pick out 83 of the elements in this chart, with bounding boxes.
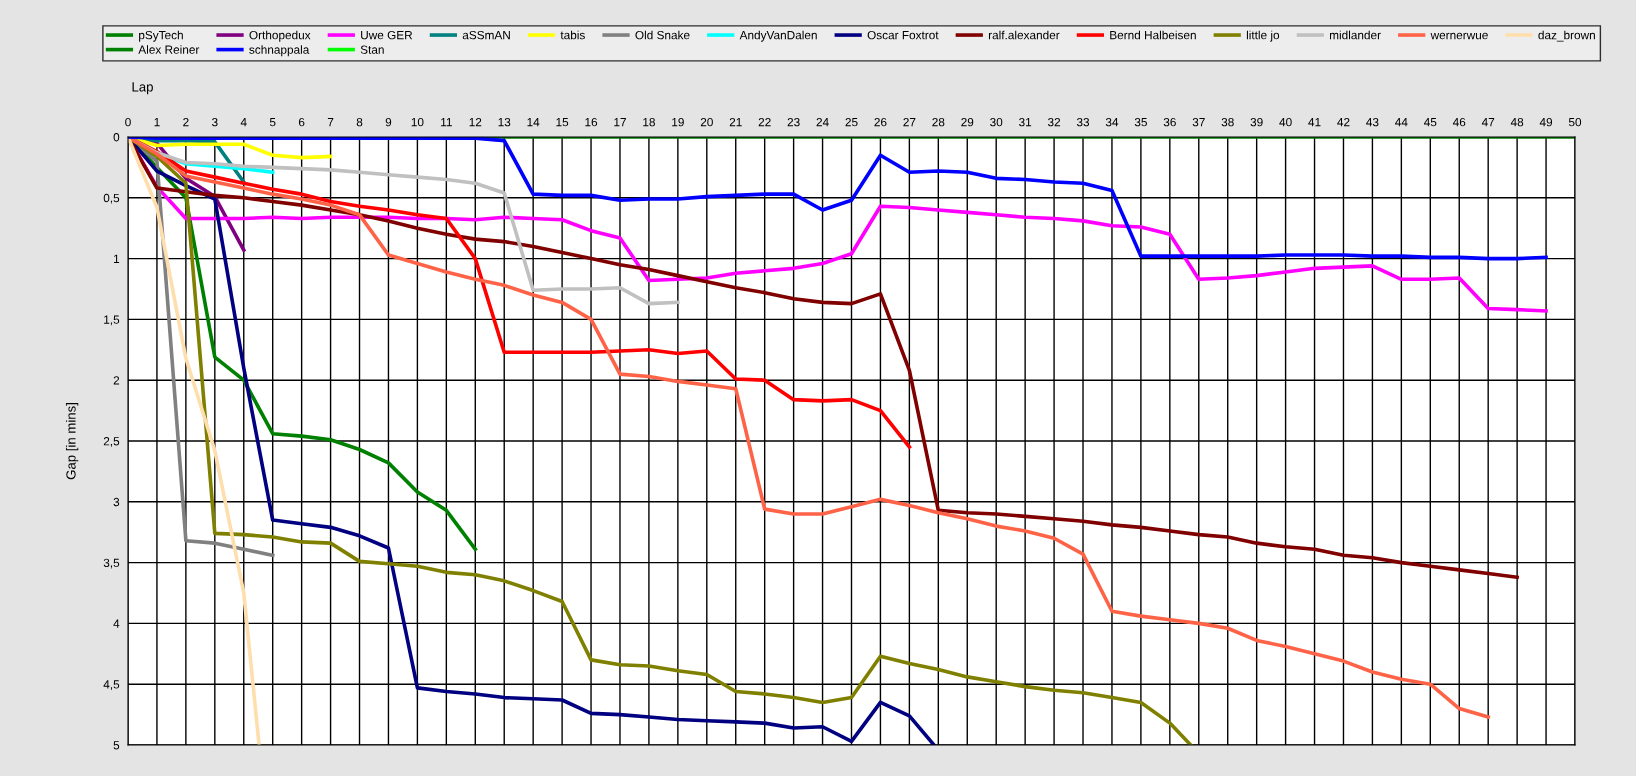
legend-label: tabis <box>560 30 585 40</box>
x-tick-label: 42 <box>1337 117 1350 127</box>
y-tick-label: 1 <box>114 254 120 263</box>
x-tick-label: 31 <box>1019 117 1032 127</box>
x-tick-label: 44 <box>1395 118 1408 127</box>
x-tick-label: 8 <box>356 117 363 127</box>
legend-label: AndyVanDalen <box>739 30 817 42</box>
y-tick-label: 4 <box>113 619 120 628</box>
legend-label: Bernd Halbeisen <box>1110 30 1196 40</box>
x-tick-label: 43 <box>1366 117 1379 127</box>
y-tick-label: 4,5 <box>103 680 120 690</box>
x-tick-label: 17 <box>614 118 626 127</box>
x-tick-label: 32 <box>1047 117 1061 127</box>
x-tick-label: 30 <box>990 117 1003 127</box>
x-tick-label: 23 <box>787 117 800 127</box>
x-tick-label: 6 <box>298 117 305 127</box>
x-tick-label: 27 <box>903 117 916 127</box>
x-tick-label: 1 <box>154 118 160 127</box>
x-tick-label: 10 <box>411 117 424 127</box>
x-tick-label: 29 <box>961 117 974 127</box>
x-tick-label: 35 <box>1134 117 1147 127</box>
x-tick-label: 9 <box>385 117 392 127</box>
legend-label: schnappala <box>249 45 310 57</box>
y-tick-label: 3 <box>113 497 120 507</box>
x-tick-label: 22 <box>758 117 771 127</box>
x-tick-label: 48 <box>1510 117 1524 127</box>
x-tick-label: 33 <box>1076 117 1090 127</box>
legend-label: daz_brown <box>1538 30 1595 42</box>
x-tick-label: 24 <box>816 117 829 127</box>
legend-label: Orthopedux <box>249 30 311 42</box>
legend-label: Old Snake <box>635 30 690 40</box>
x-tick-label: 14 <box>527 118 540 127</box>
x-tick-label: 20 <box>700 117 713 127</box>
x-tick-label: 39 <box>1250 117 1263 127</box>
x-tick-label: 25 <box>845 117 858 127</box>
x-tick-label: 36 <box>1163 117 1176 127</box>
x-tick-label: 18 <box>643 117 655 127</box>
legend-label: little jo <box>1246 30 1280 42</box>
x-tick-label: 46 <box>1452 117 1466 127</box>
x-axis-title: Lap <box>132 82 153 95</box>
x-tick-label: 4 <box>240 118 247 127</box>
x-tick-label: 21 <box>729 117 742 127</box>
legend-label: aSSmAN <box>462 30 510 40</box>
x-tick-label: 7 <box>327 118 334 127</box>
x-tick-label: 0 <box>125 117 131 127</box>
x-tick-label: 40 <box>1279 117 1292 127</box>
x-tick-label: 16 <box>585 117 598 127</box>
x-tick-label: 34 <box>1105 117 1119 127</box>
x-tick-label: 13 <box>498 117 511 127</box>
x-tick-label: 11 <box>441 118 452 127</box>
x-tick-label: 37 <box>1192 117 1205 127</box>
x-tick-label: 2 <box>183 117 189 127</box>
legend-label: wernerwue <box>1430 32 1488 40</box>
legend-label: ralf.alexander <box>988 30 1060 40</box>
x-tick-label: 45 <box>1424 118 1437 127</box>
y-tick-label: 5 <box>113 741 120 750</box>
x-tick-label: 49 <box>1539 117 1553 127</box>
legend-label: midlander <box>1329 30 1381 40</box>
y-axis-title: Gap [in mins] <box>65 403 79 480</box>
x-tick-label: 41 <box>1308 118 1321 127</box>
x-tick-label: 19 <box>672 117 684 127</box>
x-tick-label: 15 <box>556 118 569 127</box>
x-tick-label: 47 <box>1481 118 1495 127</box>
y-tick-label: 0 <box>113 133 120 142</box>
line-series <box>128 137 1490 719</box>
y-tick-label: 0,5 <box>103 193 120 204</box>
x-tick-label: 3 <box>211 117 218 127</box>
x-tick-label: 28 <box>932 117 945 127</box>
y-tick-label: 1,5 <box>104 315 120 326</box>
x-tick-label: 5 <box>269 118 276 127</box>
legend-label: Alex Reiner <box>138 45 200 54</box>
legend-label: Stan <box>360 45 384 54</box>
x-tick-label: 38 <box>1221 117 1234 127</box>
x-tick-label: 12 <box>469 117 482 127</box>
x-tick-label: 26 <box>874 117 887 127</box>
legend-label: pSyTech <box>139 30 183 42</box>
line-series <box>128 137 1548 261</box>
legend-label: Oscar Foxtrot <box>867 30 939 40</box>
x-tick-label: 50 <box>1568 117 1582 127</box>
y-tick-label: 3,5 <box>103 558 120 569</box>
legend-label: Uwe GER <box>361 30 413 40</box>
y-tick-label: 2 <box>113 376 120 385</box>
y-tick-label: 2,5 <box>103 437 120 447</box>
